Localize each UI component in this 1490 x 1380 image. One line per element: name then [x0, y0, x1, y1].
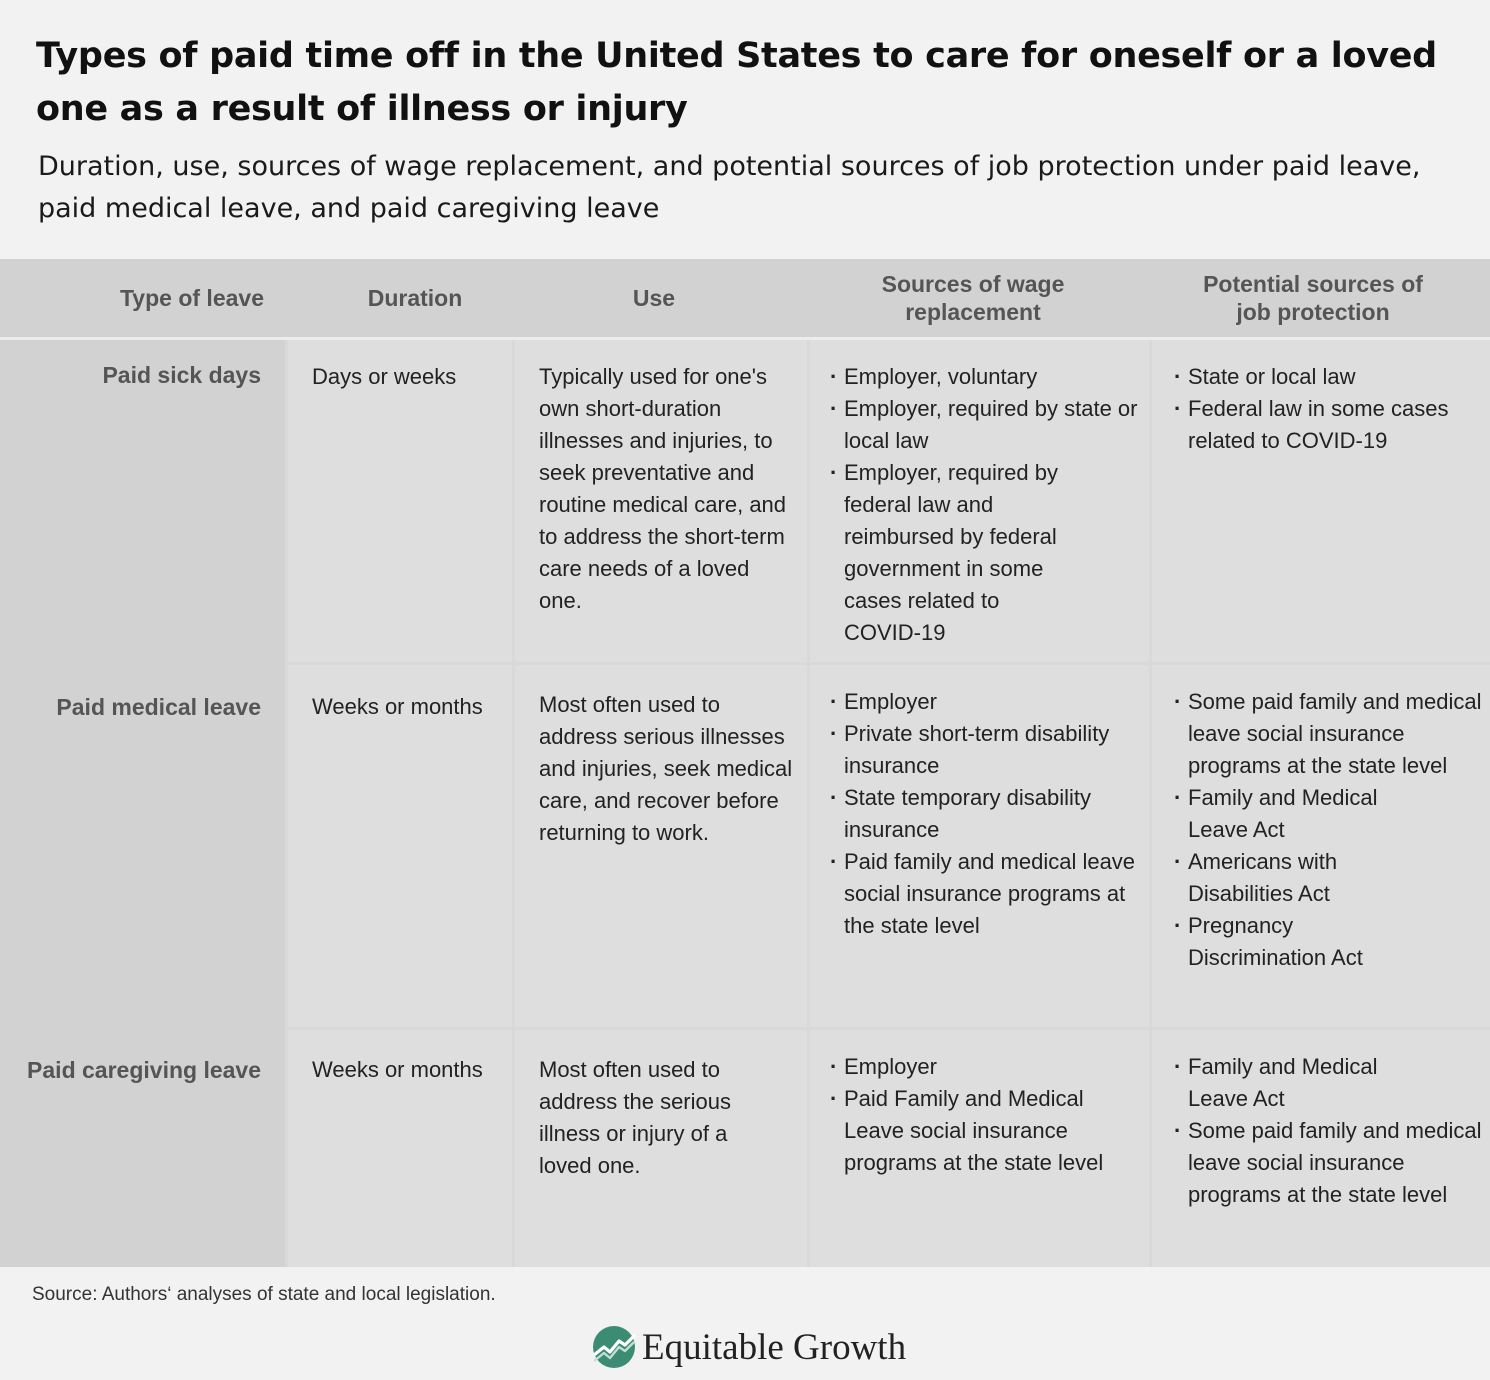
header-job-protection: Potential sources of job protection — [1203, 271, 1423, 325]
table-cell-use: Most often used to address serious illne… — [515, 665, 807, 1027]
cell-text: Most often used to address serious illne… — [539, 692, 793, 845]
header-use: Use — [632, 285, 676, 311]
list-item: Employer — [830, 686, 1141, 718]
table-cell-job-protection: State or local law Federal law in some c… — [1152, 340, 1490, 662]
table-cell-wage-replacement: Employer Private short-term disability i… — [810, 665, 1149, 1027]
list-item: Paid family and medical leave social ins… — [830, 846, 1141, 942]
list-item: Family and Medical Leave Act — [1174, 1051, 1482, 1115]
list-item: Federal law in some cases related to COV… — [1174, 393, 1482, 457]
table-cell-duration: Weeks or months — [288, 1030, 512, 1267]
cell-text: Typically used for one's own short-durat… — [539, 364, 787, 613]
cell-text: Days or weeks — [312, 364, 457, 389]
list-item: Americans with Disabilities Act — [1174, 846, 1482, 910]
table-cell-job-protection: Some paid family and medical leave socia… — [1152, 665, 1490, 1027]
list-item: Some paid family and medical leave socia… — [1174, 1115, 1482, 1211]
equitable-growth-logo-mark-icon — [593, 1326, 636, 1368]
page-title: Types of paid time off in the United Sta… — [36, 36, 1437, 129]
table-cell-duration: Days or weeks — [288, 340, 512, 662]
table-cell-wage-replacement: Employer, voluntary Employer, required b… — [810, 340, 1149, 662]
leave-types-table: Type of leave Duration Use Sources of wa… — [0, 259, 1490, 1267]
table-cell-use: Most often used to address the serious i… — [515, 1030, 807, 1267]
list-item: Paid Family and Medical Leave social ins… — [830, 1083, 1141, 1179]
list-item: State or local law — [1174, 361, 1482, 393]
list-item: Private short-term disability insurance — [830, 718, 1141, 782]
equitable-growth-logo: Equitable Growth — [592, 1322, 906, 1372]
list-item: Family and Medical Leave Act — [1174, 782, 1482, 846]
table-header-row: Type of leave Duration Use Sources of wa… — [0, 259, 1490, 340]
header-duration: Duration — [367, 285, 463, 311]
header-wage-replacement: Sources of wage replacement — [881, 271, 1065, 325]
page-subtitle: Duration, use, sources of wage replaceme… — [38, 151, 1421, 224]
list-item: Pregnancy Discrimination Act — [1174, 910, 1482, 974]
list-item: Employer, required by federal law and re… — [830, 457, 1141, 649]
cell-text: Weeks or months — [312, 694, 483, 719]
cell-text: Weeks or months — [312, 1057, 483, 1082]
header-type-of-leave: Type of leave — [119, 285, 264, 311]
cell-text: Most often used to address the serious i… — [539, 1057, 731, 1178]
row-label-paid-caregiving-leave: Paid caregiving leave — [27, 1057, 261, 1083]
table-cell-duration: Weeks or months — [288, 665, 512, 1027]
list-item: Employer, required by state or local law — [830, 393, 1141, 457]
row-label-paid-medical-leave: Paid medical leave — [56, 694, 261, 720]
list-item: Some paid family and medical leave socia… — [1174, 686, 1482, 782]
list-item: Employer, voluntary — [830, 361, 1141, 393]
table-cell-job-protection: Family and Medical Leave Act Some paid f… — [1152, 1030, 1490, 1267]
logo-wordmark: Equitable Growth — [642, 1326, 907, 1368]
table-cell-use: Typically used for one's own short-durat… — [515, 340, 807, 662]
row-label-paid-sick-days: Paid sick days — [102, 362, 261, 388]
list-item: State temporary disability insurance — [830, 782, 1141, 846]
type-of-leave-column: Paid sick days Paid medical leave Paid c… — [0, 340, 285, 1267]
list-item: Employer — [830, 1051, 1141, 1083]
source-note: Source: Authors‘ analyses of state and l… — [32, 1284, 496, 1305]
table-cell-wage-replacement: Employer Paid Family and Medical Leave s… — [810, 1030, 1149, 1267]
